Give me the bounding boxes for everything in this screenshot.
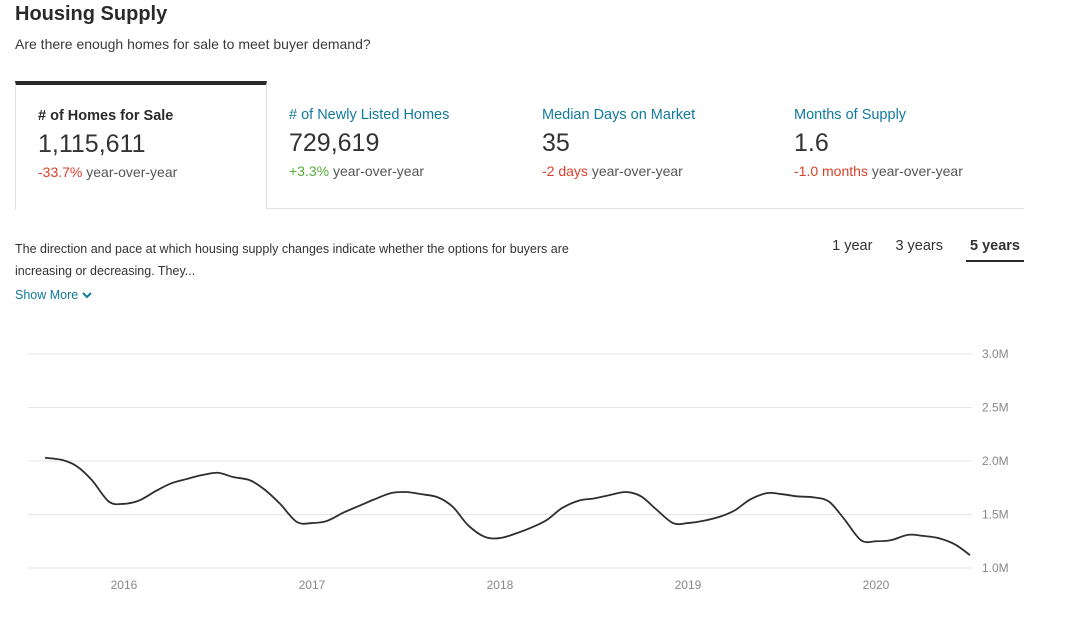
x-tick-label: 2020 [863,578,890,592]
y-tick-label: 1.5M [982,508,1009,522]
y-tick-label: 3.0M [982,347,1009,361]
description-text: The direction and pace at which housing … [15,242,569,278]
chevron-down-icon [82,291,92,298]
stat-label: # of Homes for Sale [38,108,174,124]
stat-change-value: -2 days [542,163,588,179]
y-tick-label: 1.0M [982,561,1009,575]
stat-change-suffix: year-over-year [86,164,178,180]
show-more-link[interactable]: Show More [15,288,92,302]
stat-tab-months-of-supply[interactable]: Months of Supply 1.6 -1.0 months year-ov… [772,81,1024,209]
x-tick-label: 2019 [675,578,702,592]
show-more-label: Show More [15,288,79,302]
y-tick-label: 2.5M [982,401,1009,415]
stat-label: Median Days on Market [542,107,696,123]
stat-tab-days-on-market[interactable]: Median Days on Market 35 -2 days year-ov… [520,81,772,209]
stat-value: 35 [542,129,570,157]
range-3-years[interactable]: 3 years [895,238,943,254]
page-subtitle: Are there enough homes for sale to meet … [15,36,371,52]
stat-change-suffix: year-over-year [871,163,963,179]
stat-change: -2 days year-over-year [542,163,772,179]
series-line-homes-for-sale [44,456,971,556]
stat-tab-newly-listed[interactable]: # of Newly Listed Homes 729,619 +3.3% ye… [267,81,519,209]
stat-change: -1.0 months year-over-year [794,163,1024,179]
x-tick-label: 2018 [487,578,514,592]
stats-tabs: # of Homes for Sale 1,115,611 -33.7% yea… [15,81,1024,210]
y-tick-label: 2.0M [982,454,1009,468]
stat-value: 1.6 [794,129,829,157]
page-title: Housing Supply [15,3,168,25]
x-tick-label: 2017 [299,578,326,592]
housing-supply-chart: 1.0M 1.5M 2.0M 2.5M 3.0M 2016 2017 2018 2019 2020 [28,347,1009,592]
stat-change-value: +3.3% [289,163,330,179]
x-tick-label: 2016 [111,578,138,592]
stat-change: -33.7% year-over-year [38,164,266,180]
range-5-years[interactable]: 5 years [966,238,1024,262]
range-1-year[interactable]: 1 year [832,238,873,254]
stat-label: Months of Supply [794,107,907,123]
stat-label: # of Newly Listed Homes [289,107,450,123]
stat-change-value: -33.7% [38,164,83,180]
stat-change-value: -1.0 months [794,163,868,179]
stat-change-suffix: year-over-year [332,163,425,179]
stat-tab-homes-for-sale[interactable]: # of Homes for Sale 1,115,611 -33.7% yea… [15,81,267,210]
stat-change-suffix: year-over-year [591,163,683,179]
time-range-selector: 1 year 3 years 5 years [809,238,1024,262]
stat-change: +3.3% year-over-year [289,163,519,179]
stat-value: 1,115,611 [38,130,146,158]
stat-value: 729,619 [289,129,380,157]
